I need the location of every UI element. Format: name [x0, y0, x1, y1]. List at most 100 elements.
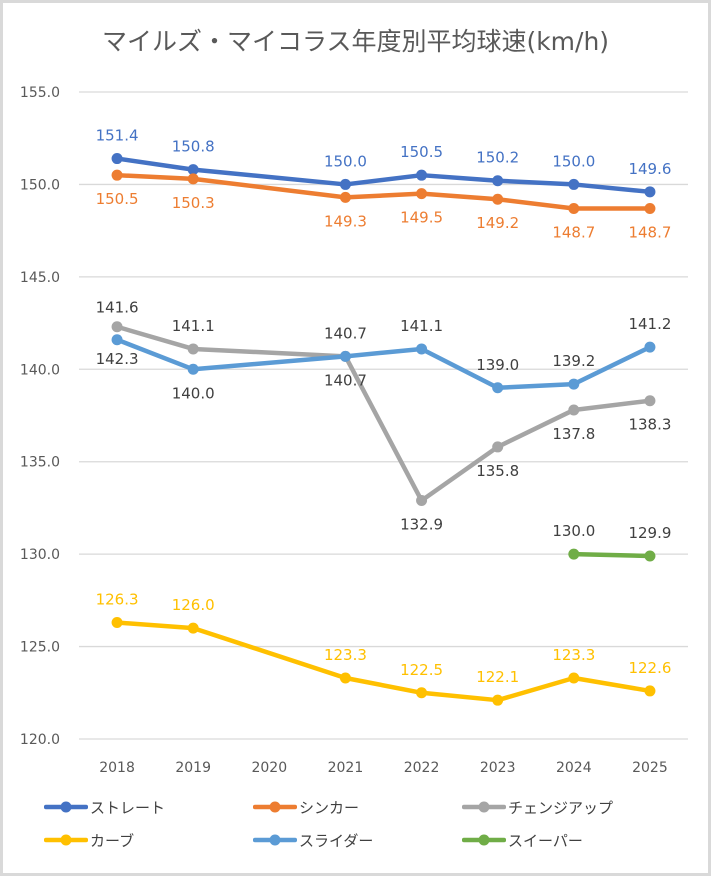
data-point [187, 173, 199, 185]
data-point [568, 202, 580, 214]
data-point [568, 404, 580, 416]
data-point [644, 202, 656, 214]
gridlines [79, 91, 688, 740]
data-point [111, 153, 123, 165]
data-label: 150.0 [324, 152, 367, 170]
legend-line-marker-icon [253, 801, 297, 813]
legend-line-marker-icon [462, 801, 506, 813]
legend-line-marker-icon [44, 834, 88, 846]
data-label: 138.3 [628, 416, 671, 434]
legend-label: スライダー [299, 831, 374, 850]
data-point [339, 191, 351, 203]
legend-item: シンカー [253, 794, 359, 820]
chart-title: マイルズ・マイコラス年度別平均球速(km/h) [101, 27, 610, 56]
legend-item: チェンジアップ [462, 794, 613, 820]
series-line [571, 551, 653, 559]
data-labels: 151.4 150.8 150.0 150.5 150.2 150.0 149.6 150.5… [96, 127, 672, 687]
data-label: 150.8 [172, 138, 215, 156]
y-tick-label: 130.0 [20, 547, 60, 563]
data-label: 150.2 [476, 149, 519, 167]
data-point [492, 175, 504, 187]
x-tick-label: 2018 [99, 760, 135, 776]
data-point [416, 687, 428, 699]
data-label: 149.3 [324, 212, 367, 230]
data-label: 126.0 [172, 596, 215, 614]
legend-label: シンカー [299, 798, 360, 817]
data-label: 150.3 [172, 194, 215, 212]
y-tick-label: 120.0 [20, 732, 60, 748]
series-lines [111, 153, 656, 706]
data-label: 149.2 [476, 214, 519, 232]
data-label: 150.5 [400, 143, 443, 161]
data-point [187, 622, 199, 634]
y-tick-label: 125.0 [20, 640, 60, 656]
x-tick-label: 2022 [404, 760, 440, 776]
data-label: 129.9 [628, 524, 671, 542]
legend-item: スイーパー [462, 827, 583, 853]
data-label: 148.7 [628, 223, 671, 241]
data-label: 132.9 [400, 516, 443, 534]
data-point [492, 193, 504, 205]
series-4 [111, 617, 656, 706]
data-label: 142.3 [96, 350, 139, 368]
data-label: 150.0 [552, 152, 595, 170]
data-label: 141.1 [172, 317, 215, 335]
data-point [644, 395, 656, 407]
series-2 [111, 169, 656, 214]
y-axis-tick-labels: 120.0 125.0 130.0 135.0 140.0 145.0 150.0 155.0 [20, 85, 60, 748]
data-label: 140.7 [324, 371, 367, 389]
y-tick-label: 145.0 [20, 270, 60, 286]
data-point [568, 178, 580, 190]
data-point [644, 685, 656, 697]
data-label: 140.0 [172, 384, 215, 402]
data-point [568, 378, 580, 390]
data-label: 141.1 [400, 317, 443, 335]
legend-item: ストレート [44, 794, 165, 820]
data-point [187, 363, 199, 375]
legend-item: カーブ [44, 827, 134, 853]
legend-item: スライダー [253, 827, 373, 853]
legend-label: スイーパー [508, 831, 583, 850]
legend-line-marker-icon [462, 834, 506, 846]
data-point [568, 548, 580, 560]
data-label: 141.6 [96, 299, 139, 317]
data-label: 122.5 [400, 661, 443, 679]
data-point [111, 334, 123, 346]
data-label: 141.2 [628, 315, 671, 333]
data-point [644, 186, 656, 198]
data-point [416, 343, 428, 355]
data-label: 149.6 [628, 160, 671, 178]
legend-label: ストレート [90, 798, 166, 817]
data-point [416, 495, 428, 507]
data-label: 122.6 [628, 659, 671, 677]
legend-line-marker-icon [253, 834, 297, 846]
x-tick-label: 2020 [251, 760, 287, 776]
data-point [644, 341, 656, 353]
data-label: 150.5 [96, 190, 139, 208]
data-label: 140.7 [324, 324, 367, 342]
x-tick-label: 2025 [632, 760, 668, 776]
data-point [644, 550, 656, 562]
data-label: 137.8 [552, 425, 595, 443]
data-point [339, 178, 351, 190]
data-point [492, 382, 504, 394]
data-label: 122.1 [476, 668, 519, 686]
data-label: 149.5 [400, 209, 443, 227]
y-tick-label: 150.0 [20, 177, 60, 193]
data-label: 135.8 [476, 462, 519, 480]
y-tick-label: 140.0 [20, 362, 60, 378]
data-point [416, 169, 428, 181]
data-label: 151.4 [96, 127, 139, 145]
data-point [416, 188, 428, 200]
data-point [111, 617, 123, 629]
data-point [339, 672, 351, 684]
data-label: 130.0 [552, 522, 595, 540]
y-tick-label: 155.0 [20, 85, 60, 101]
x-axis-tick-labels: 2018 2019 2020 2021 2022 2023 2024 2025 [99, 760, 668, 776]
series-5 [111, 334, 656, 394]
series-3 [111, 321, 656, 507]
data-label: 126.3 [96, 591, 139, 609]
x-tick-label: 2019 [175, 760, 211, 776]
data-point [492, 694, 504, 706]
